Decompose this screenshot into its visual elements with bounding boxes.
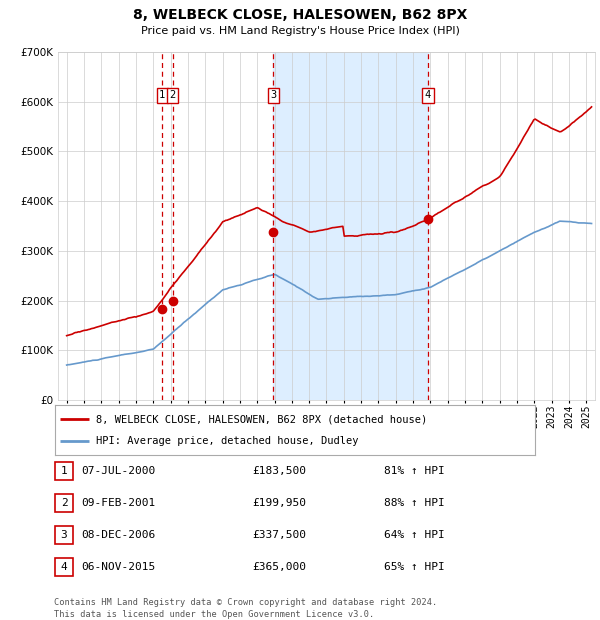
- Text: 3: 3: [270, 91, 277, 100]
- Text: 08-DEC-2006: 08-DEC-2006: [81, 530, 155, 540]
- Text: 4: 4: [425, 91, 431, 100]
- Text: 2: 2: [61, 498, 67, 508]
- FancyBboxPatch shape: [55, 558, 73, 576]
- Text: 65% ↑ HPI: 65% ↑ HPI: [384, 562, 445, 572]
- Text: 2: 2: [169, 91, 176, 100]
- Text: £337,500: £337,500: [252, 530, 306, 540]
- Text: 06-NOV-2015: 06-NOV-2015: [81, 562, 155, 572]
- Text: 1: 1: [159, 91, 166, 100]
- Text: 4: 4: [61, 562, 67, 572]
- FancyBboxPatch shape: [55, 462, 73, 480]
- Text: £199,950: £199,950: [252, 498, 306, 508]
- Text: 88% ↑ HPI: 88% ↑ HPI: [384, 498, 445, 508]
- FancyBboxPatch shape: [55, 494, 73, 512]
- Text: Contains HM Land Registry data © Crown copyright and database right 2024.: Contains HM Land Registry data © Crown c…: [54, 598, 437, 607]
- Text: £365,000: £365,000: [252, 562, 306, 572]
- Text: 3: 3: [61, 530, 67, 540]
- Text: 64% ↑ HPI: 64% ↑ HPI: [384, 530, 445, 540]
- Text: This data is licensed under the Open Government Licence v3.0.: This data is licensed under the Open Gov…: [54, 610, 374, 619]
- Text: Price paid vs. HM Land Registry's House Price Index (HPI): Price paid vs. HM Land Registry's House …: [140, 26, 460, 36]
- Text: 8, WELBECK CLOSE, HALESOWEN, B62 8PX: 8, WELBECK CLOSE, HALESOWEN, B62 8PX: [133, 8, 467, 22]
- Text: 09-FEB-2001: 09-FEB-2001: [81, 498, 155, 508]
- Text: 07-JUL-2000: 07-JUL-2000: [81, 466, 155, 476]
- Text: 81% ↑ HPI: 81% ↑ HPI: [384, 466, 445, 476]
- Text: 8, WELBECK CLOSE, HALESOWEN, B62 8PX (detached house): 8, WELBECK CLOSE, HALESOWEN, B62 8PX (de…: [96, 414, 427, 424]
- Text: 1: 1: [61, 466, 67, 476]
- Text: £183,500: £183,500: [252, 466, 306, 476]
- Text: HPI: Average price, detached house, Dudley: HPI: Average price, detached house, Dudl…: [96, 436, 358, 446]
- FancyBboxPatch shape: [55, 526, 73, 544]
- Bar: [274, 52, 428, 400]
